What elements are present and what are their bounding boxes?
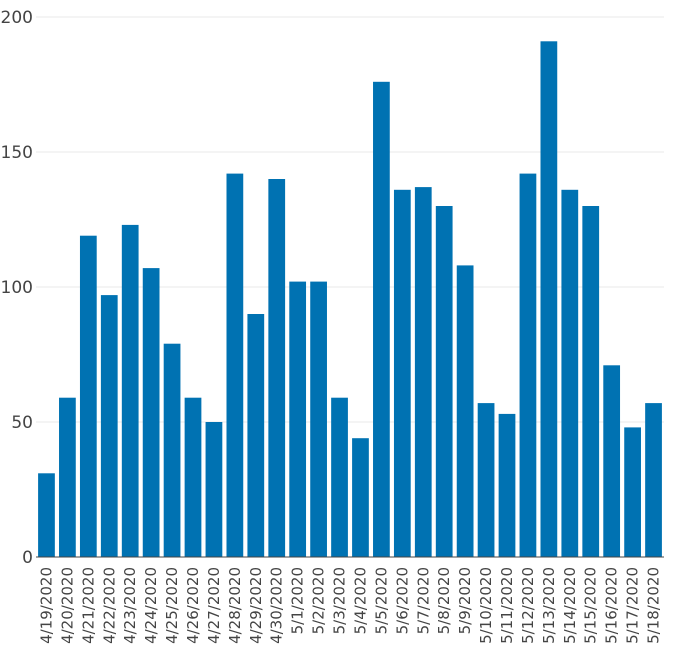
x-tick-label: 5/11/2020 [498,567,516,644]
x-tick-label: 4/19/2020 [37,567,55,644]
x-tick-label: 5/8/2020 [435,567,453,634]
bar [561,189,579,558]
x-tick-label: 5/15/2020 [582,567,600,644]
bar [393,189,411,558]
x-tick-label: 4/25/2020 [163,567,181,644]
x-tick-label: 5/17/2020 [624,567,642,644]
y-tick-label: 50 [11,413,33,433]
x-tick-label: 5/4/2020 [351,567,369,634]
x-tick-label: 5/10/2020 [477,567,495,644]
bar [79,235,97,557]
bar [373,81,390,558]
bar [268,179,286,557]
bar [205,422,223,557]
x-tick-label: 5/5/2020 [372,567,390,634]
x-tick-label: 5/9/2020 [456,567,474,634]
y-tick-labels: 0 50 100 150 200 [1,8,33,568]
bar [352,438,369,557]
bar [603,365,621,557]
x-tick-label: 4/24/2020 [142,567,160,644]
y-tick-label: 0 [22,548,33,568]
bar [498,413,516,557]
gridlines [36,16,664,423]
x-tick-label: 5/7/2020 [414,567,432,634]
x-tick-label: 5/1/2020 [289,567,307,634]
x-tick-label: 4/27/2020 [205,567,223,644]
x-tick-label: 5/18/2020 [645,567,663,644]
x-tick-label: 4/29/2020 [247,567,265,644]
x-tick-label: 5/2/2020 [310,567,328,634]
bar [142,268,160,557]
y-tick-label: 100 [1,278,33,298]
bar [310,281,327,557]
bar [624,427,641,557]
x-tick-label: 5/14/2020 [561,567,579,644]
x-tick-label: 4/30/2020 [268,567,286,644]
x-tick-label: 4/22/2020 [100,567,118,644]
bar [582,206,600,557]
bars [38,41,662,558]
y-tick-label: 150 [1,143,33,163]
x-tick-label: 5/16/2020 [603,567,621,644]
bar [435,206,453,557]
y-tick-label: 200 [1,8,33,28]
bar [121,224,139,557]
bar [100,295,118,557]
bar [247,314,265,557]
x-tick-label: 5/3/2020 [331,567,349,634]
x-tick-label: 4/20/2020 [58,567,76,644]
bar [519,173,537,557]
bar [331,397,348,557]
x-tick-label: 5/13/2020 [540,567,558,644]
bar [59,397,76,557]
bar [163,343,181,557]
bar [38,473,55,557]
x-tick-label: 5/12/2020 [519,567,537,644]
x-tick-label: 4/28/2020 [226,567,244,644]
x-tick-labels: 4/19/2020 4/20/2020 4/21/2020 4/22/2020 4/23… [37,567,662,644]
bar [477,403,495,557]
bar [540,41,558,558]
bar [289,281,307,557]
x-tick-label: 4/26/2020 [184,567,202,644]
x-tick-label: 4/23/2020 [121,567,139,644]
bar [456,265,474,557]
bar [184,397,202,557]
x-tick-label: 4/21/2020 [79,567,97,644]
bar [645,403,662,557]
bar [414,187,432,557]
bar [226,173,244,557]
x-tick-label: 5/6/2020 [393,567,411,634]
